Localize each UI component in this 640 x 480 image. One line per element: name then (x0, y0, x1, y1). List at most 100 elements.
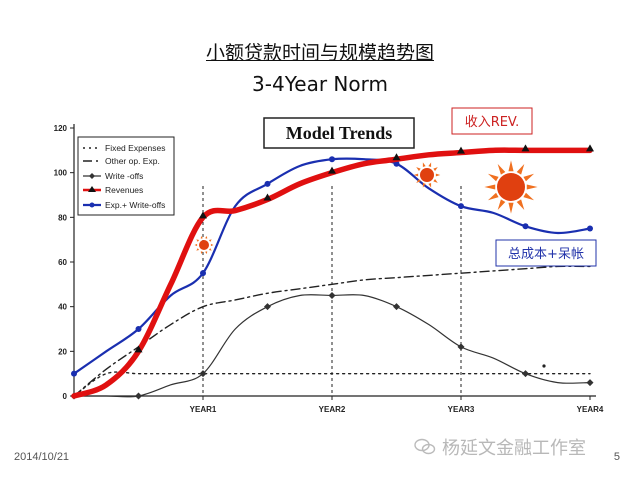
medium-sun-icon (413, 162, 441, 188)
exp-marker (71, 370, 77, 377)
y-tick-label: 60 (58, 258, 67, 267)
x-tick-label: YEAR3 (448, 405, 475, 414)
legend-marker (89, 173, 95, 179)
y-tick-label: 0 (63, 392, 68, 401)
writeoff-marker (393, 303, 400, 311)
x-tick-label: YEAR4 (577, 405, 604, 414)
series-line-writeoffs (73, 294, 591, 398)
chart-legend: Fixed Expenses Other op. Exp. Write -offs R… (77, 136, 175, 216)
page-number: 5 (613, 451, 620, 463)
sun-ray (422, 162, 426, 167)
writeoff-marker (586, 379, 594, 387)
model-trends-title: Model Trends (286, 123, 393, 143)
x-tick-label: YEAR2 (319, 405, 346, 414)
footer-date: 2014/10/21 (14, 451, 70, 463)
sun-ray (523, 192, 535, 201)
sun-ray (516, 199, 525, 211)
exp-marker (458, 203, 464, 210)
sun-core (199, 240, 209, 250)
writeoff-marker (264, 303, 271, 311)
sun-ray (196, 248, 200, 251)
sun-ray (210, 243, 214, 247)
exp-marker (264, 180, 271, 187)
revenue-marker (328, 166, 336, 174)
stray-marker (542, 364, 546, 368)
legend-label-revenues: Revenues (105, 185, 143, 195)
sun-decorations (194, 160, 538, 255)
sun-ray (523, 173, 535, 182)
sun-ray (497, 199, 506, 211)
sun-ray (508, 160, 514, 172)
sun-ray (205, 251, 208, 255)
chart-ticks: 0 20 40 60 80 100 120 YEAR1 YEAR2 YEAR3 YEAR4 (54, 124, 604, 414)
watermark: 杨延文金融工作室 (414, 434, 586, 460)
small-sun-icon (194, 235, 214, 255)
slide-subtitle: 3-4Year Norm (252, 72, 388, 96)
sun-ray (497, 163, 506, 175)
writeoff-marker (199, 370, 207, 378)
exp-marker (587, 225, 593, 232)
legend-label-exp: Exp.+ Write-offs (105, 200, 165, 210)
sun-core (420, 168, 434, 182)
writeoff-marker (457, 343, 465, 351)
revenue-marker (134, 345, 143, 353)
watermark-text: 杨延文金融工作室 (442, 438, 586, 459)
legend-marker (89, 202, 95, 208)
sun-ray (487, 192, 499, 201)
sun-ray (200, 235, 203, 239)
y-tick-label: 40 (58, 303, 67, 312)
sun-ray (416, 179, 421, 183)
cost-annotation-label: 总成本+呆帐 (508, 247, 584, 262)
sun-ray (194, 243, 198, 247)
revenue-marker (392, 153, 401, 161)
chart-axes (73, 124, 596, 397)
sun-ray (526, 184, 538, 190)
exp-marker (329, 156, 335, 163)
y-tick-label: 20 (58, 347, 67, 356)
legend-label-other: Other op. Exp. (105, 156, 160, 166)
sun-ray (196, 239, 200, 242)
sun-ray (422, 183, 426, 188)
sun-ray (516, 163, 525, 175)
sun-ray (208, 239, 212, 242)
sun-ray (433, 167, 438, 171)
legend-marker (88, 186, 96, 192)
y-tick-label: 80 (58, 213, 67, 222)
sun-ray (416, 167, 421, 171)
sun-ray (413, 173, 419, 177)
sun-ray (428, 183, 432, 188)
writeoff-marker (135, 392, 142, 400)
sun-ray (484, 184, 496, 190)
cost-annotation: 总成本+呆帐 (495, 239, 597, 267)
large-sun-icon (484, 160, 538, 214)
sun-ray (487, 173, 499, 182)
revenue-marker (521, 144, 530, 152)
x-tick-label: YEAR1 (190, 405, 217, 414)
wechat-icon (414, 438, 436, 455)
series-line-fixed (73, 371, 591, 397)
sun-ray (433, 179, 438, 183)
exp-marker (522, 223, 529, 230)
exp-marker (135, 326, 142, 332)
legend-label-fixed: Fixed Expenses (105, 143, 165, 153)
model-trends-title-box: Model Trends (263, 117, 415, 149)
sun-ray (508, 202, 514, 214)
series-line-other (73, 265, 591, 397)
y-tick-label: 120 (54, 124, 68, 133)
revenue-annotation-label: 收入REV. (465, 115, 520, 130)
revenue-marker (263, 193, 272, 201)
chart-series (70, 144, 594, 400)
sun-core (497, 173, 525, 201)
sun-ray (208, 248, 212, 251)
y-tick-label: 100 (54, 169, 68, 178)
legend-label-writeoffs: Write -offs (105, 171, 143, 181)
revenue-marker (199, 211, 207, 219)
exp-marker (200, 270, 206, 277)
slide-title: 小额贷款时间与规模趋势图 (205, 42, 434, 64)
writeoff-marker (328, 292, 336, 299)
revenue-annotation: 收入REV. (451, 107, 533, 135)
revenue-marker (457, 146, 465, 154)
sun-ray (205, 235, 208, 239)
sun-ray (428, 162, 432, 167)
